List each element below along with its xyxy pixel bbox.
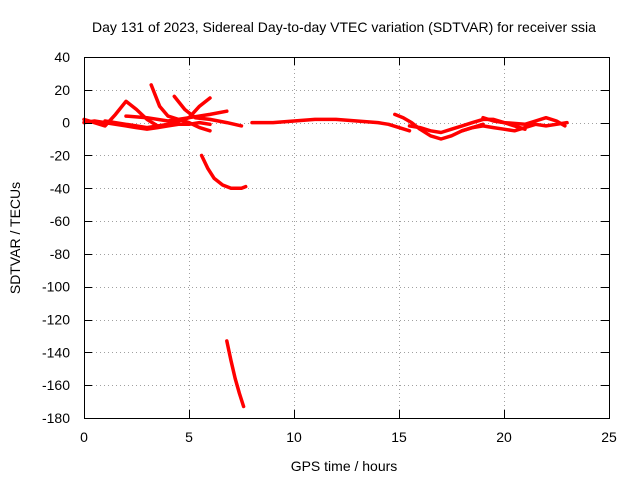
series-arc-3 (103, 96, 212, 130)
series-arc-5 (172, 94, 244, 128)
y-tick-label: 20 (54, 82, 70, 98)
x-tick-label: 25 (601, 429, 617, 445)
y-tick-label: -20 (50, 147, 70, 163)
y-axis-label: SDTVAR / TECUs (7, 182, 23, 294)
y-tick-label: -120 (42, 312, 70, 328)
series-arc-9 (250, 117, 412, 133)
y-tick-label: -100 (42, 279, 70, 295)
y-tick-label: 0 (62, 115, 70, 131)
series-arc-6 (124, 109, 229, 123)
chart-title: Day 131 of 2023, Sidereal Day-to-day VTE… (92, 19, 596, 35)
series-arc-12 (460, 120, 569, 133)
series-arc-8 (225, 339, 246, 409)
y-tick-label: -160 (42, 377, 70, 393)
x-tick-label: 20 (496, 429, 512, 445)
series-arc-7 (199, 153, 248, 191)
x-tick-label: 5 (185, 429, 193, 445)
x-tick-label: 10 (286, 429, 302, 445)
x-tick-label: 15 (391, 429, 407, 445)
series-arc-13 (481, 115, 567, 128)
y-tick-label: 40 (54, 49, 70, 65)
y-tick-label: -60 (50, 213, 70, 229)
axis-ticks (84, 57, 610, 419)
x-tick-labels: 0 5 10 15 20 25 (80, 429, 617, 445)
y-tick-label: -180 (42, 410, 70, 426)
x-tick-label: 0 (80, 429, 88, 445)
y-tick-label: -40 (50, 180, 70, 196)
y-tick-label: -80 (50, 246, 70, 262)
data-series-group (82, 83, 569, 409)
y-tick-labels: 40 20 0 -20 -40 -60 -80 -100 -120 -140 -160 -180 (42, 49, 70, 426)
plot-frame (84, 57, 610, 419)
y-tick-label: -140 (42, 344, 70, 360)
x-axis-label: GPS time / hours (291, 458, 398, 474)
